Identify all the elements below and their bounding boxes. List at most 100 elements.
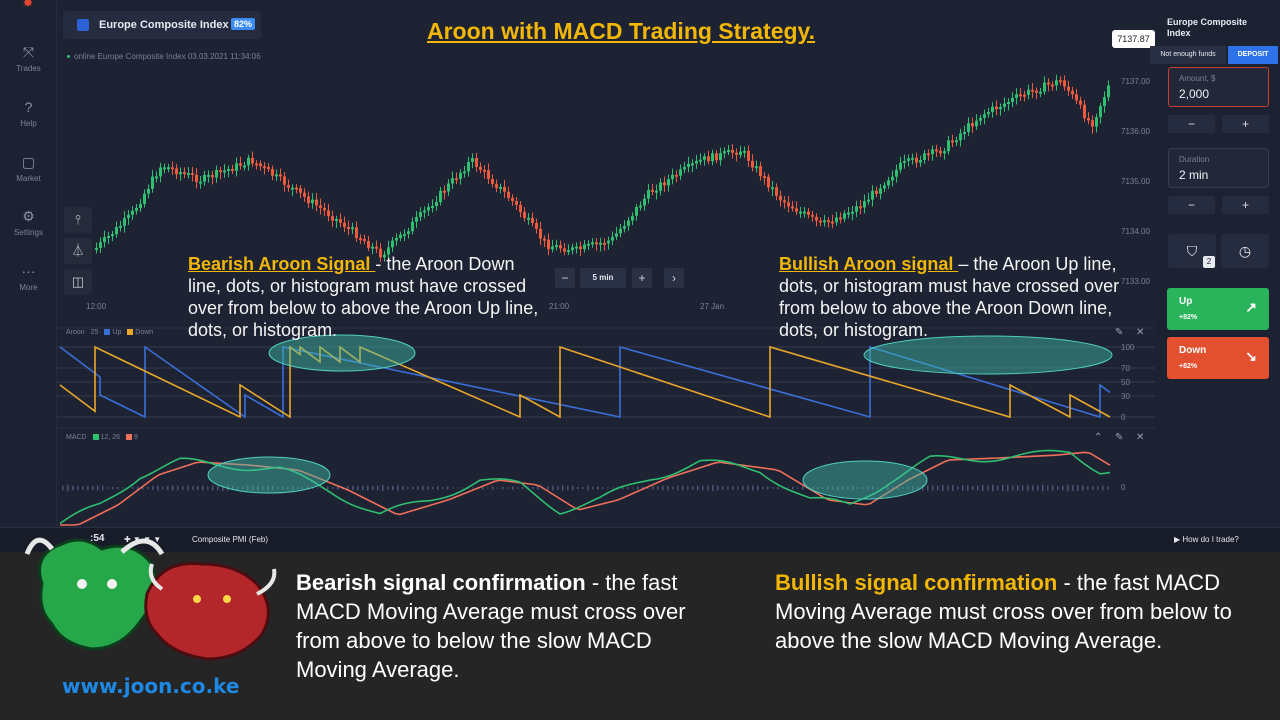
macd-close-icon[interactable]: ✕ bbox=[1136, 432, 1145, 443]
macd-histogram-bar bbox=[817, 486, 819, 490]
macd-histogram-bar bbox=[662, 485, 664, 491]
candle-body bbox=[715, 153, 718, 161]
candle-body bbox=[707, 156, 710, 162]
up-button[interactable]: Up +82% ↗ bbox=[1167, 288, 1269, 330]
amount-value: 2,000 bbox=[1179, 87, 1210, 101]
candle-body bbox=[819, 220, 822, 223]
macd-histogram-bar bbox=[557, 486, 559, 490]
macd-histogram-bar bbox=[717, 485, 719, 491]
macd-edit-icon[interactable]: ✎ bbox=[1115, 432, 1124, 443]
macd-histogram-bar bbox=[522, 486, 524, 490]
macd-histogram-bar bbox=[832, 486, 834, 490]
clock-button[interactable]: ◷ bbox=[1221, 234, 1269, 268]
candle-body bbox=[107, 235, 110, 238]
candle-body bbox=[259, 163, 262, 167]
candle-body bbox=[147, 188, 150, 194]
macd-histogram-bar bbox=[247, 485, 249, 491]
macd-histogram-bar bbox=[607, 487, 609, 489]
macd-histogram-bar bbox=[1047, 485, 1049, 491]
candle-body bbox=[1019, 94, 1022, 97]
macd-histogram-bar bbox=[107, 487, 109, 489]
bearish-aroon-heading: Bearish Aroon Signal bbox=[188, 254, 376, 274]
deposit-button[interactable]: DEPOSIT bbox=[1228, 46, 1278, 64]
asset-selector[interactable]: Europe Composite Index 82% bbox=[63, 11, 261, 39]
macd-histogram-bar bbox=[972, 486, 974, 490]
drawing-tool-icon[interactable]: ⏃ bbox=[64, 238, 92, 264]
candle-body bbox=[155, 176, 158, 179]
timeframe-minus-button[interactable]: − bbox=[555, 268, 575, 288]
candle-body bbox=[435, 202, 438, 206]
macd-histogram-bar bbox=[172, 485, 174, 491]
candle-body bbox=[555, 245, 558, 248]
nav-settings[interactable]: ⚙ Settings bbox=[0, 208, 57, 237]
nav-more[interactable]: ··· More bbox=[0, 263, 57, 292]
macd-histogram-bar bbox=[792, 486, 794, 490]
nav-help[interactable]: ? Help bbox=[0, 99, 57, 128]
page-title: Aroon with MACD Trading Strategy. bbox=[427, 18, 816, 44]
asset-payout-badge: 82% bbox=[231, 18, 256, 30]
candle-body bbox=[923, 153, 926, 160]
macd-histogram-bar bbox=[997, 485, 999, 491]
macd-histogram-bar bbox=[352, 485, 354, 491]
macd-histogram-bar bbox=[1002, 484, 1004, 492]
macd-histogram-bar bbox=[632, 487, 634, 489]
news-time: :54 bbox=[90, 533, 105, 544]
amount-plus-button[interactable]: + bbox=[1222, 115, 1269, 133]
macd-histogram-bar bbox=[622, 486, 624, 490]
indicators-tool-icon[interactable]: ⫯ bbox=[64, 207, 92, 233]
macd-histogram-bar bbox=[1027, 484, 1029, 492]
arrow-down-right-icon: ↘ bbox=[1245, 348, 1257, 364]
timeframe-select[interactable]: 5 min bbox=[580, 268, 626, 288]
nav-market[interactable]: ▢ Market bbox=[0, 154, 57, 183]
candle-body bbox=[279, 174, 282, 177]
macd-histogram-bar bbox=[1012, 485, 1014, 491]
how-to-trade-link[interactable]: ▶ How do I trade? bbox=[1174, 535, 1239, 544]
macd-histogram-bar bbox=[62, 485, 64, 491]
macd-histogram-bar bbox=[497, 487, 499, 489]
aroon-level: 0 bbox=[1121, 413, 1126, 422]
macd-histogram-bar bbox=[587, 485, 589, 491]
aroon-edit-icon[interactable]: ✎ bbox=[1115, 327, 1124, 338]
duration-minus-button[interactable]: − bbox=[1168, 196, 1215, 214]
macd-collapse-icon[interactable]: ⌃ bbox=[1094, 432, 1103, 443]
candle-body bbox=[427, 207, 430, 211]
candle-body bbox=[439, 190, 442, 203]
candle-body bbox=[907, 158, 910, 161]
nav-trades[interactable]: ⤧ Trades bbox=[0, 44, 57, 73]
amount-minus-button[interactable]: − bbox=[1168, 115, 1215, 133]
shield-button[interactable]: ⛉ bbox=[1168, 234, 1216, 268]
news-event[interactable]: Composite PMI (Feb) bbox=[192, 535, 269, 544]
shield-icon: ⛉ bbox=[1186, 243, 1198, 259]
duration-plus-button[interactable]: + bbox=[1222, 196, 1269, 214]
layout-tool-icon[interactable]: ◫ bbox=[64, 269, 92, 295]
macd-histogram-bar bbox=[907, 486, 909, 490]
aroon-close-icon[interactable]: ✕ bbox=[1136, 327, 1145, 338]
macd-histogram-bar bbox=[737, 486, 739, 490]
candle-body bbox=[379, 248, 382, 258]
timeframe-plus-button[interactable]: + bbox=[632, 268, 652, 288]
macd-histogram-bar bbox=[1037, 485, 1039, 491]
chart-next-button[interactable]: › bbox=[664, 268, 684, 288]
amount-field[interactable]: Amount, $ 2,000 bbox=[1168, 67, 1269, 107]
macd-histogram-bar bbox=[862, 486, 864, 490]
candle-body bbox=[1023, 94, 1026, 97]
down-button[interactable]: Down +82% ↘ bbox=[1167, 337, 1269, 379]
macd-histogram-bar bbox=[932, 485, 934, 491]
candle-body bbox=[731, 149, 734, 153]
macd-histogram-bar bbox=[707, 485, 709, 491]
candle-body bbox=[387, 247, 390, 255]
macd-histogram-bar bbox=[417, 486, 419, 490]
macd-legend: MACD 12, 26 9 bbox=[66, 434, 138, 441]
macd-histogram-bar bbox=[847, 486, 849, 490]
candle-body bbox=[367, 241, 370, 248]
candle-body bbox=[399, 234, 402, 239]
macd-histogram-bar bbox=[682, 485, 684, 491]
down-label: Down bbox=[1179, 345, 1207, 356]
candle-body bbox=[223, 170, 226, 173]
candle-body bbox=[475, 157, 478, 167]
duration-field[interactable]: Duration 2 min bbox=[1168, 148, 1269, 188]
chart-area[interactable] bbox=[57, 0, 1155, 527]
macd-histogram-bar bbox=[112, 486, 114, 490]
up-payout: +82% bbox=[1179, 314, 1198, 321]
candle-body bbox=[159, 167, 162, 177]
